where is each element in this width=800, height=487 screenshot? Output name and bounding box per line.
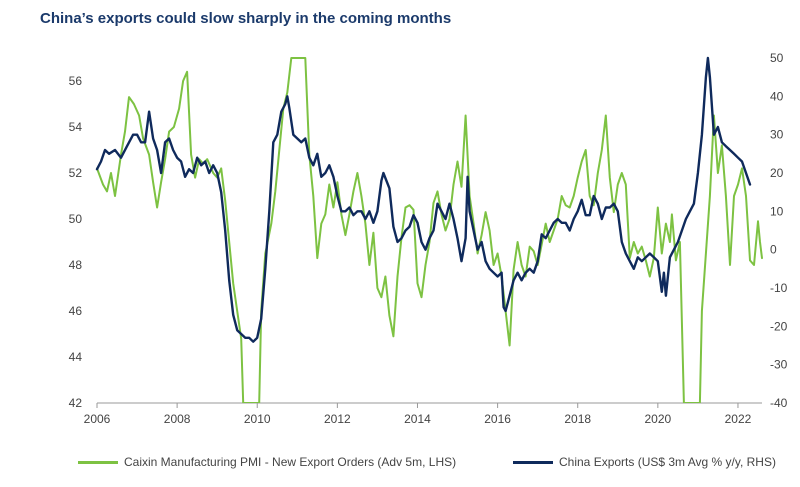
left-tick-label: 48 — [69, 258, 83, 272]
left-tick-label: 42 — [69, 396, 83, 410]
right-tick-label: -20 — [770, 319, 788, 333]
left-tick-label: 54 — [69, 120, 83, 134]
legend-item-pmi: Caixin Manufacturing PMI - New Export Or… — [78, 452, 456, 472]
left-tick-label: 44 — [69, 350, 83, 364]
right-tick-label: -10 — [770, 281, 788, 295]
x-tick-label: 2018 — [564, 412, 591, 426]
x-tick-label: 2006 — [84, 412, 111, 426]
legend-label-pmi: Caixin Manufacturing PMI - New Export Or… — [124, 455, 457, 469]
right-tick-label: 0 — [770, 243, 777, 257]
left-tick-label: 46 — [69, 304, 83, 318]
right-tick-label: 50 — [770, 51, 784, 65]
x-tick-label: 2014 — [404, 412, 431, 426]
x-tick-label: 2010 — [244, 412, 271, 426]
x-tick-label: 2008 — [164, 412, 191, 426]
x-tick-label: 2016 — [484, 412, 511, 426]
right-tick-label: -40 — [770, 396, 788, 410]
legend-item-exports: China Exports (US$ 3m Avg % y/y, RHS) — [513, 452, 776, 472]
x-tick-label: 2022 — [725, 412, 752, 426]
x-tick-label: 2020 — [644, 412, 671, 426]
left-tick-label: 56 — [69, 74, 83, 88]
chart-title: China’s exports could slow sharply in th… — [40, 10, 452, 27]
left-tick-label: 50 — [69, 212, 83, 226]
series-line-pmi — [96, 57, 763, 403]
x-tick-label: 2012 — [324, 412, 351, 426]
legend-swatch-exports — [513, 460, 553, 464]
right-tick-label: 30 — [770, 128, 784, 142]
right-tick-label: 40 — [770, 89, 784, 103]
legend-label-exports: China Exports (US$ 3m Avg % y/y, RHS) — [559, 455, 776, 469]
left-tick-label: 52 — [69, 166, 83, 180]
right-tick-label: 10 — [770, 204, 784, 218]
legend-swatch-pmi — [78, 460, 118, 464]
right-tick-label: 20 — [770, 166, 784, 180]
series-line-exports — [95, 56, 752, 343]
right-tick-label: -30 — [770, 358, 788, 372]
